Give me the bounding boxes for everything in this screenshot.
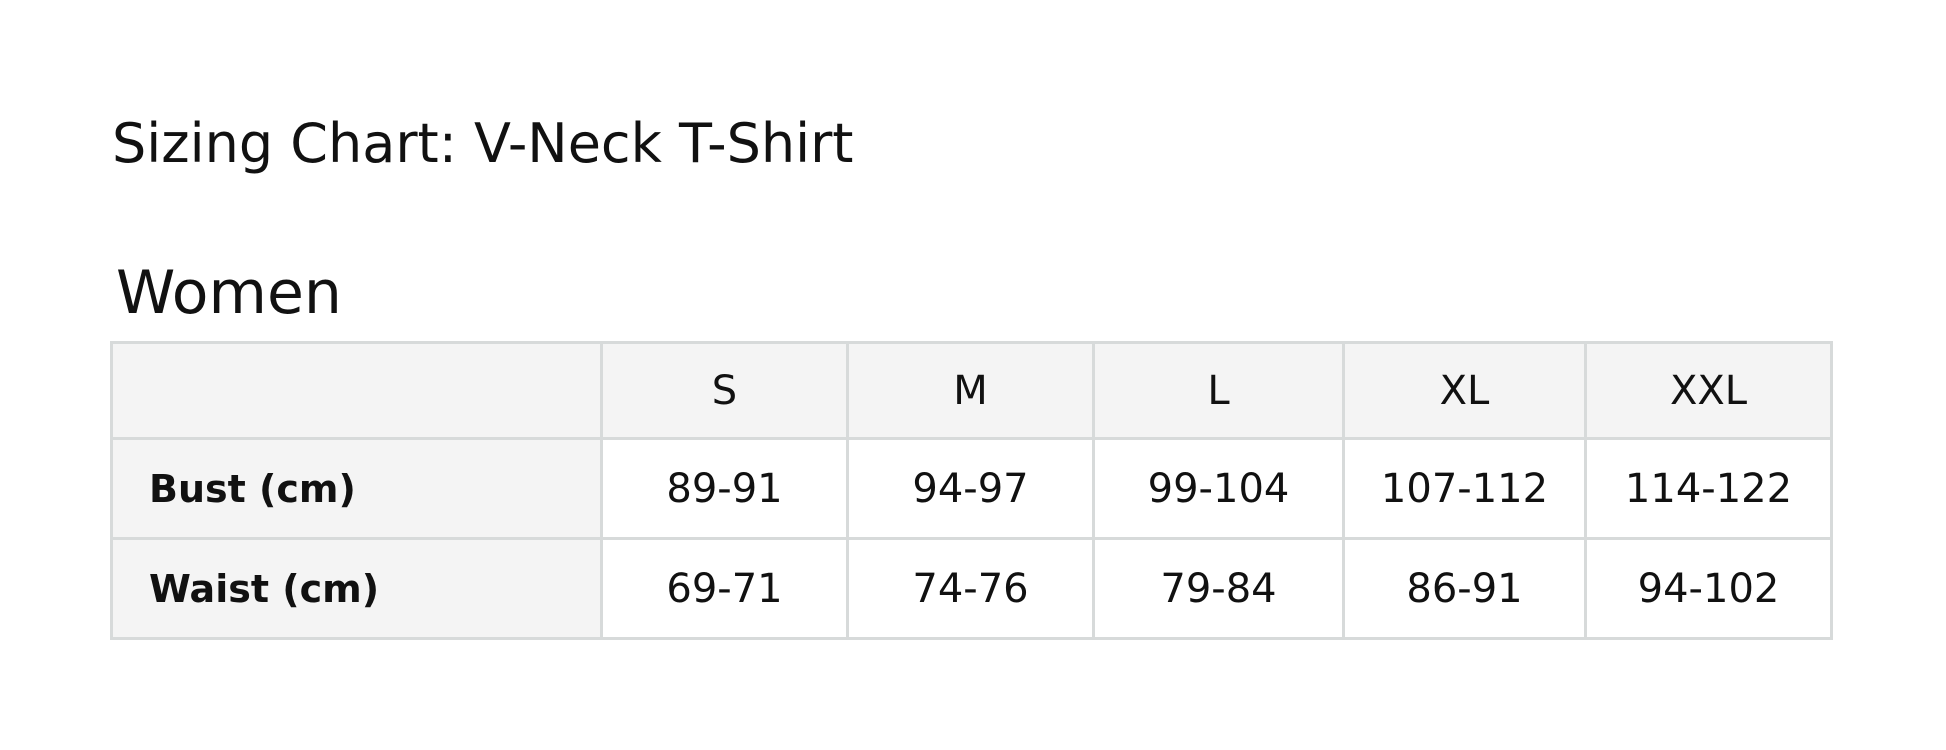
row-label: Waist (cm) — [110, 537, 603, 640]
table-cell: 99-104 — [1092, 437, 1345, 540]
header-cell-xxl: XXL — [1584, 341, 1833, 440]
table-cell: 89-91 — [600, 437, 849, 540]
header-cell-l: L — [1092, 341, 1345, 440]
table-cell: 114-122 — [1584, 437, 1833, 540]
header-cell-s: S — [600, 341, 849, 440]
page-title: Sizing Chart: V-Neck T-Shirt — [112, 112, 854, 175]
sizing-table: S M L XL XXL Bust (cm) 89-91 94-97 99-10… — [110, 341, 1833, 640]
row-label: Bust (cm) — [110, 437, 603, 540]
table-cell: 74-76 — [846, 537, 1095, 640]
table-cell: 69-71 — [600, 537, 849, 640]
table-header-row: S M L XL XXL — [110, 341, 1833, 440]
table-cell: 94-102 — [1584, 537, 1833, 640]
table-cell: 86-91 — [1342, 537, 1587, 640]
table-cell: 79-84 — [1092, 537, 1345, 640]
table-cell: 107-112 — [1342, 437, 1587, 540]
header-cell-empty — [110, 341, 603, 440]
header-cell-xl: XL — [1342, 341, 1587, 440]
header-cell-m: M — [846, 341, 1095, 440]
table-row-bust: Bust (cm) 89-91 94-97 99-104 107-112 114… — [110, 437, 1833, 540]
section-heading-women: Women — [116, 258, 342, 328]
table-cell: 94-97 — [846, 437, 1095, 540]
table-row-waist: Waist (cm) 69-71 74-76 79-84 86-91 94-10… — [110, 537, 1833, 640]
